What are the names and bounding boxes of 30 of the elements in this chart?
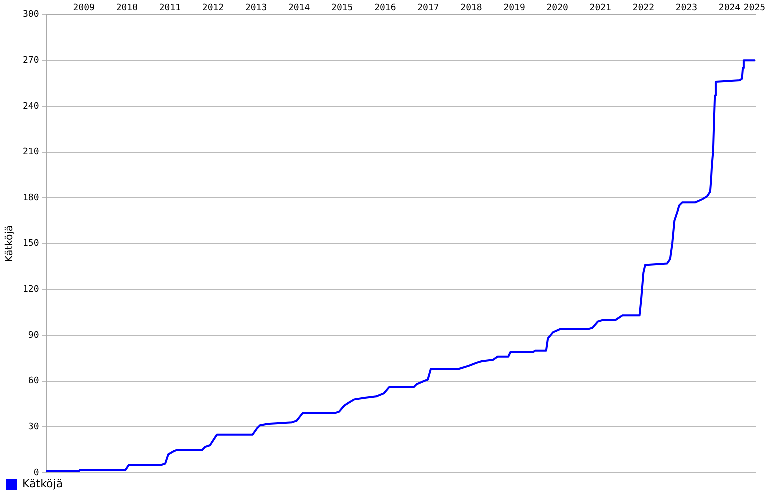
- x-tick-label: 2017: [418, 4, 440, 14]
- y-tick-label: 90: [28, 330, 40, 341]
- x-tick-label: 2020: [546, 4, 568, 14]
- x-tick-label: 2018: [460, 4, 482, 14]
- x-tick-label: 2011: [159, 4, 182, 14]
- x-tick-label: 2010: [116, 4, 138, 14]
- y-tick-label: 0: [34, 468, 40, 478]
- x-tick-label: 2009: [73, 4, 95, 14]
- x-tick-label: 2025: [744, 4, 766, 14]
- x-tick-label: 2022: [632, 4, 655, 14]
- y-tick-label: 150: [22, 239, 40, 250]
- x-tick-label: 2015: [332, 4, 354, 14]
- x-tick-label: 2019: [504, 4, 526, 14]
- x-tick-label: 2016: [374, 4, 396, 14]
- y-tick-label: 60: [28, 376, 40, 387]
- y-axis-title: Kätköjä: [4, 225, 16, 262]
- y-tick-label: 300: [22, 10, 40, 20]
- y-tick-label: 210: [22, 148, 40, 158]
- x-tick-label: 2021: [590, 4, 612, 14]
- x-tick-label: 2012: [202, 4, 224, 14]
- x-tick-label: 2013: [245, 4, 268, 14]
- x-tick-label: 2024: [718, 4, 741, 14]
- y-tick-label: 30: [28, 422, 40, 433]
- y-tick-label: 240: [22, 102, 40, 112]
- y-tick-label: 180: [22, 193, 40, 204]
- legend-label: Kätköjä: [22, 477, 64, 490]
- x-tick-label: 2014: [288, 4, 310, 14]
- x-tick-label: 2023: [676, 4, 698, 14]
- y-tick-label: 270: [22, 56, 40, 66]
- y-tick-label: 120: [22, 285, 40, 296]
